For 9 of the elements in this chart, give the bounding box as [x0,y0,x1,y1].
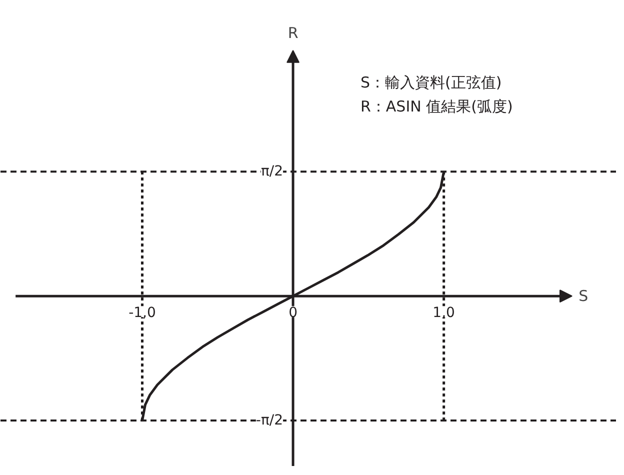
y-tick-label: π/2 [260,164,284,180]
annotation: R：ASIN 值結果(弧度) [360,98,513,116]
x-axis-title: S [578,287,588,306]
y-tick-label: -π/2 [256,412,284,429]
y-axis-title: R [288,24,298,42]
x-tick-label: 0 [288,305,298,322]
x-tick-label: -1,0 [128,305,156,322]
x-tick-label: 1,0 [432,305,455,322]
annotation: S：輸入資料(正弦值) [360,74,502,92]
